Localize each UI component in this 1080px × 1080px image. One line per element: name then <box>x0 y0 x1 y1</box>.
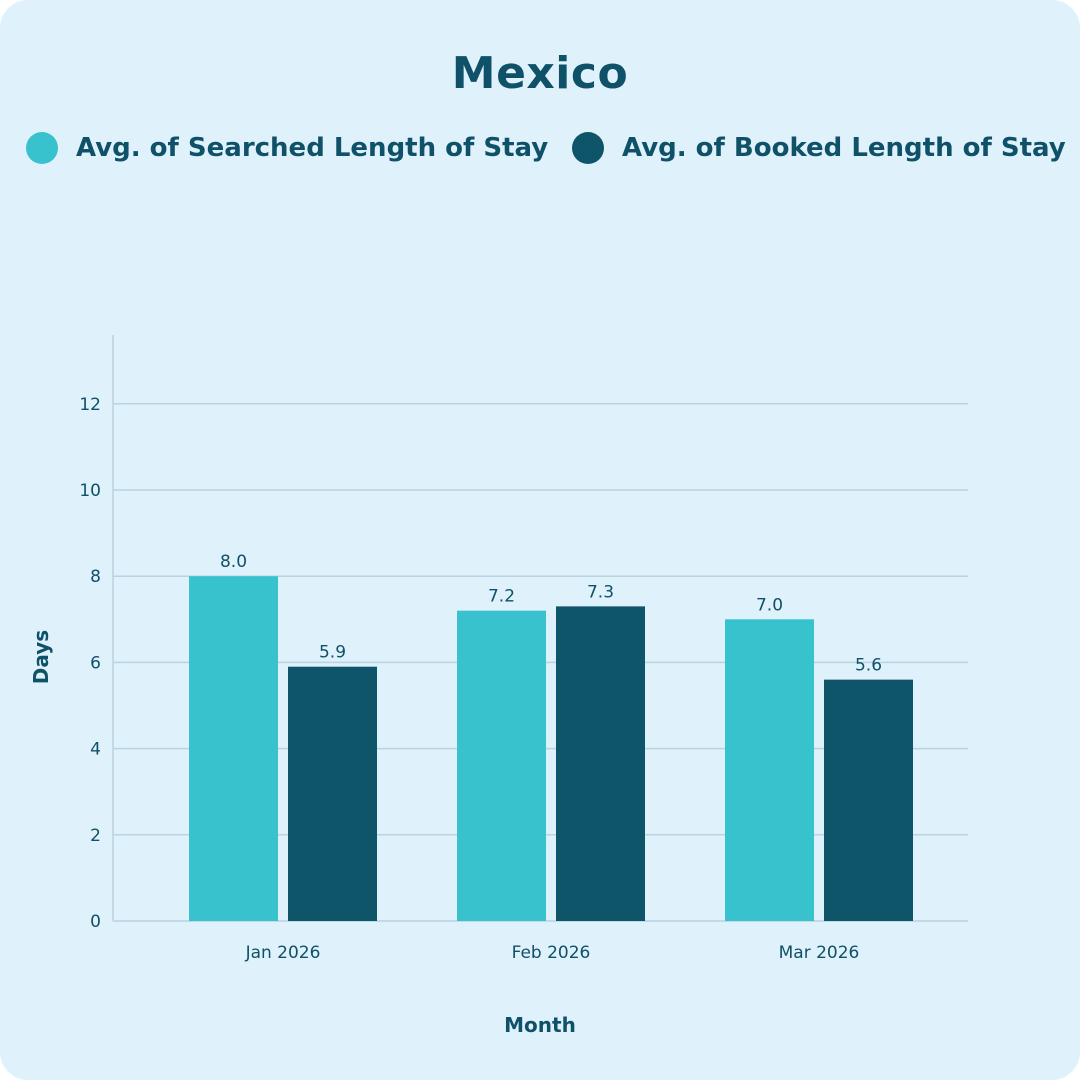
legend: Avg. of Searched Length of Stay Avg. of … <box>0 132 1080 172</box>
y-tick-label-6: 12 <box>79 395 101 415</box>
legend-item-booked[interactable]: Avg. of Booked Length of Stay <box>572 132 1066 164</box>
legend-swatch-searched-icon <box>26 132 58 164</box>
bar-searched-0 <box>189 576 278 921</box>
legend-label-booked: Avg. of Booked Length of Stay <box>622 133 1066 163</box>
data-label-booked-1: 7.3 <box>587 582 614 602</box>
legend-swatch-booked-icon <box>572 132 604 164</box>
y-tick-label-0: 0 <box>90 912 101 932</box>
x-tick-label-0: Jan 2026 <box>245 943 321 963</box>
x-tick-label-2: Mar 2026 <box>779 943 860 963</box>
bar-booked-0 <box>288 666 377 921</box>
legend-item-searched[interactable]: Avg. of Searched Length of Stay <box>26 132 548 164</box>
data-label-searched-1: 7.2 <box>488 587 515 607</box>
y-tick-label-2: 4 <box>90 740 101 760</box>
data-label-searched-2: 7.0 <box>756 595 783 615</box>
bar-booked-2 <box>824 679 913 921</box>
data-label-booked-0: 5.9 <box>319 643 346 663</box>
y-tick-label-4: 8 <box>90 567 101 587</box>
y-tick-label-3: 6 <box>90 653 101 673</box>
bar-searched-2 <box>725 619 814 921</box>
data-label-searched-0: 8.0 <box>220 552 247 572</box>
y-tick-label-5: 10 <box>79 481 101 501</box>
x-tick-label-1: Feb 2026 <box>512 943 591 963</box>
bar-searched-1 <box>457 610 546 921</box>
y-axis-title: Days <box>29 630 53 684</box>
y-tick-label-1: 2 <box>90 826 101 846</box>
data-label-booked-2: 5.6 <box>855 656 882 676</box>
x-axis-title: Month <box>504 1013 576 1037</box>
bar-booked-1 <box>556 606 645 921</box>
legend-label-searched: Avg. of Searched Length of Stay <box>76 133 549 163</box>
chart-title: Mexico <box>451 48 629 99</box>
